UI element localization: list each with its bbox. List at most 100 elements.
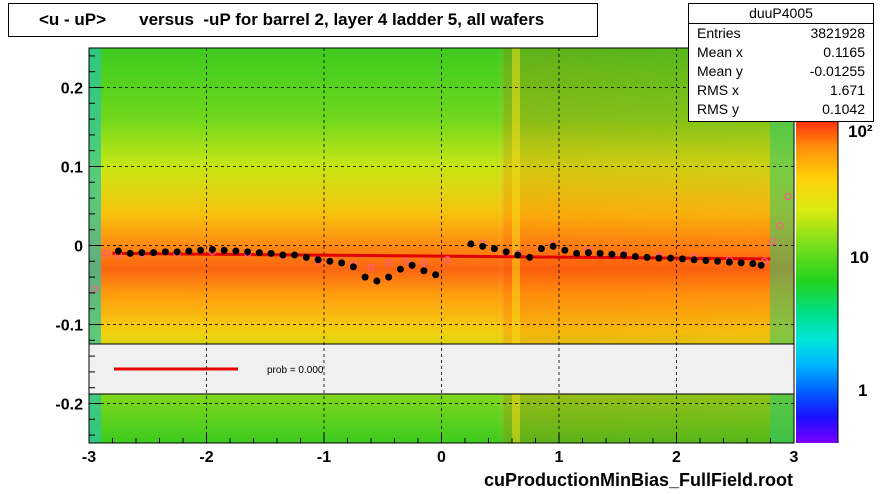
x-tick-label: -3 [82,449,96,466]
x-tick-label: 3 [790,449,799,466]
profile-point-black [502,248,510,256]
x-tick-label: 0 [437,449,446,466]
profile-point-black [561,246,569,254]
profile-point-black [596,249,604,257]
stats-box: duuP4005 Entries 3821928 Mean x 0.1165 Mea… [688,3,874,122]
profile-point-pink [367,264,375,272]
axes: -3 -2 -1 0 1 2 3 0.2 0.1 0 -0.1 -0.2 [55,55,799,466]
profile-point-black [361,273,369,281]
profile-point-pink [443,256,451,264]
profile-point-black [549,242,557,250]
profile-point-black [667,254,675,262]
profile-point-black [302,253,310,261]
profile-point-black [757,261,765,269]
profile-point-black [737,259,745,267]
profile-point-black [479,242,487,250]
plot-area: prob = 0.000 [88,47,795,444]
profile-point-black [114,247,122,255]
profile-point-black [655,254,663,262]
profile-point-black [526,253,534,261]
profile-point-black [643,253,651,261]
profile-point-black [279,251,287,259]
stats-value: 3821928 [810,25,865,41]
profile-point-black [161,248,169,256]
stats-value: -0.01255 [809,63,865,79]
stats-row: RMS y 0.1042 [689,100,873,119]
profile-point-black [267,249,275,257]
profile-point-black [573,249,581,257]
colorbar-gradient [796,120,838,443]
profile-point-pink [402,257,410,265]
profile-point-black [408,261,416,269]
stats-value: 0.1165 [823,44,865,60]
colorbar-tick-label: 1 [858,381,867,400]
profile-point-black [631,253,639,261]
profile-point-black [291,251,299,259]
colorbar: 10² 10 1 [796,120,873,443]
profile-point-pink [784,192,792,201]
profile-point-black [467,240,475,248]
stats-label: Entries [697,25,741,41]
profile-point-black [620,251,628,259]
stats-row: Entries 3821928 [689,24,873,43]
stats-row: Mean x 0.1165 [689,43,873,62]
profile-point-pink [91,285,99,293]
profile-point-black [255,249,263,257]
profile-point-pink [420,259,428,267]
stats-row: Mean y -0.01255 [689,62,873,81]
profile-point-pink [761,257,769,265]
profile-point-black [349,263,357,271]
profile-point-black [150,249,158,257]
profile-point-black [326,257,334,265]
stats-label: RMS y [697,101,739,117]
stats-label: RMS x [697,82,739,98]
profile-point-black [678,255,686,263]
profile-point-black [490,245,498,253]
legend-fit-label: prob = 0.000 [267,365,324,376]
profile-point-black [373,277,381,285]
y-tick-label: -0.2 [55,397,83,414]
stats-value: 1.671 [829,82,865,98]
profile-point-black [537,245,545,253]
profile-point-black [420,267,428,275]
stats-value: 0.1042 [822,101,865,117]
profile-point-black [173,248,181,256]
profile-point-pink [385,259,393,267]
profile-point-black [385,273,393,281]
profile-point-pink [776,222,784,230]
profile-point-black [514,251,522,259]
y-tick-label: 0 [74,239,83,256]
y-tick-label: 0.1 [61,160,83,177]
y-tick-label: -0.1 [55,318,83,335]
profile-point-pink [769,237,777,246]
profile-point-black [232,247,240,255]
source-filename: cuProductionMinBias_FullField.root [484,470,794,490]
y-tick-label: 0.2 [61,81,83,98]
chart-title: <u - uP> versus -uP for barrel 2, layer … [8,3,598,37]
profile-point-black [338,259,346,267]
profile-point-black [690,256,698,264]
colorbar-tick-label: 10 [850,248,869,267]
profile-point-black [220,246,228,254]
profile-point-black [138,249,146,257]
profile-point-black [396,265,404,273]
profile-point-black [432,271,440,279]
profile-point-black [749,260,757,268]
stats-row: RMS x 1.671 [689,81,873,100]
x-tick-label: 1 [555,449,564,466]
stats-title: duuP4005 [689,4,873,24]
profile-point-black [584,249,592,257]
profile-point-pink [103,249,111,257]
profile-point-black [314,256,322,264]
x-tick-label: -1 [317,449,331,466]
profile-point-black [714,257,722,265]
profile-point-black [208,245,216,253]
profile-point-black [725,258,733,266]
stats-label: Mean x [697,44,743,60]
profile-point-black [244,248,252,256]
colorbar-tick-label: 10² [848,122,873,141]
profile-point-black [608,250,616,258]
stats-label: Mean y [697,63,743,79]
profile-point-black [702,257,710,265]
